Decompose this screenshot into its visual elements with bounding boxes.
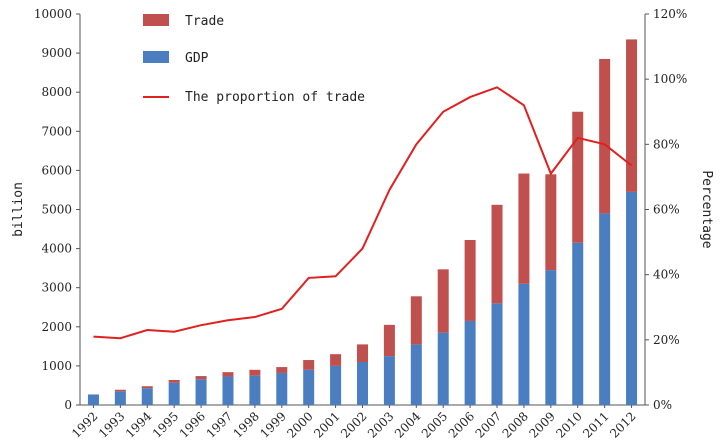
y-axis-title: billion (11, 182, 26, 237)
left-tick-label: 7000 (41, 124, 72, 138)
bar-trade (410, 296, 422, 345)
x-tick-label: 2004 (392, 409, 424, 441)
bar-gdp (276, 372, 288, 405)
legend-gdp-swatch (143, 51, 169, 63)
bar-trade (464, 239, 476, 321)
bar-gdp (303, 369, 315, 405)
bar-trade (626, 39, 638, 192)
left-tick-label: 1000 (41, 359, 72, 373)
bar-trade (383, 324, 395, 357)
bar-trade (168, 379, 180, 383)
bar-gdp (330, 365, 342, 405)
bar-trade (276, 367, 288, 373)
right-tick-label: 100% (653, 72, 687, 86)
bar-trade (491, 204, 503, 304)
bar-gdp (222, 376, 234, 405)
bar-gdp (518, 283, 530, 405)
left-tick-label: 10000 (34, 7, 72, 21)
x-tick-label: 1992 (69, 409, 100, 440)
x-tick-label: 1999 (257, 409, 288, 440)
bar-gdp (464, 320, 476, 405)
x-tick-label: 1995 (150, 409, 181, 440)
bar-trade (437, 269, 449, 333)
bar-gdp (626, 191, 638, 405)
bar-gdp (168, 382, 180, 405)
bar-trade (303, 360, 315, 370)
bar-trade (195, 376, 207, 380)
bar-gdp (357, 361, 368, 405)
legend-trade-label: Trade (185, 14, 224, 29)
bar-trade (114, 389, 126, 392)
right-tick-label: 60% (653, 203, 680, 217)
x-tick-label: 2005 (419, 409, 450, 440)
bar-gdp (491, 303, 503, 405)
left-tick-label: 0 (64, 398, 72, 412)
x-tick-label: 2008 (500, 409, 531, 440)
bar-trade (599, 58, 611, 214)
bar-trade (518, 173, 530, 284)
bar-gdp (599, 213, 611, 405)
legend-gdp-label: GDP (185, 51, 209, 66)
bar-trade (249, 369, 261, 376)
x-tick-label: 1993 (96, 409, 127, 440)
left-tick-label: 4000 (41, 242, 72, 256)
bar-gdp (195, 379, 207, 405)
legend-trade-swatch (143, 14, 169, 26)
bar-gdp (114, 391, 126, 405)
line-proportion-of-trade (93, 86, 633, 340)
left-tick-label: 2000 (41, 320, 72, 334)
legend-proportion-label: The proportion of trade (185, 90, 365, 105)
x-tick-label: 2012 (607, 409, 638, 440)
bar-gdp (437, 332, 449, 405)
x-tick-label: 2002 (338, 409, 369, 440)
x-tick-label: 1998 (231, 409, 262, 440)
y2-axis-title: Percentage (699, 170, 714, 248)
bar-trade (545, 174, 557, 271)
left-tick-label: 9000 (41, 46, 72, 60)
x-tick-label: 2003 (365, 409, 396, 440)
x-tick-label: 2000 (284, 409, 315, 440)
bar-trade (572, 111, 584, 243)
bar-trade (222, 372, 234, 377)
x-tick-label: 2007 (473, 409, 504, 440)
right-tick-label: 20% (653, 333, 680, 347)
left-tick-label: 6000 (41, 163, 72, 177)
bar-trade (141, 386, 153, 389)
x-tick-label: 2011 (580, 409, 611, 440)
bar-gdp (572, 242, 584, 405)
left-tick-label: 5000 (41, 203, 72, 217)
x-tick-label: 2001 (311, 409, 342, 440)
right-tick-label: 40% (653, 268, 680, 282)
x-tick-label: 2006 (446, 409, 477, 440)
x-tick-label: 1994 (123, 409, 155, 441)
bar-gdp (545, 270, 557, 405)
x-tick-label: 1997 (204, 409, 235, 440)
left-tick-label: 8000 (41, 85, 72, 99)
bar-trade (330, 354, 342, 366)
bar-trade (357, 344, 368, 362)
x-tick-label: 1996 (177, 409, 208, 440)
x-tick-label: 2010 (553, 409, 584, 440)
bar-gdp (410, 344, 422, 405)
right-tick-label: 120% (653, 7, 687, 21)
x-tick-label: 2009 (526, 409, 557, 440)
left-tick-label: 3000 (41, 281, 72, 295)
bar-gdp (249, 375, 261, 405)
right-tick-label: 0% (653, 398, 672, 412)
bar-gdp (141, 388, 153, 405)
bar-gdp (87, 394, 99, 405)
bar-gdp (383, 356, 395, 405)
right-tick-label: 80% (653, 137, 680, 151)
